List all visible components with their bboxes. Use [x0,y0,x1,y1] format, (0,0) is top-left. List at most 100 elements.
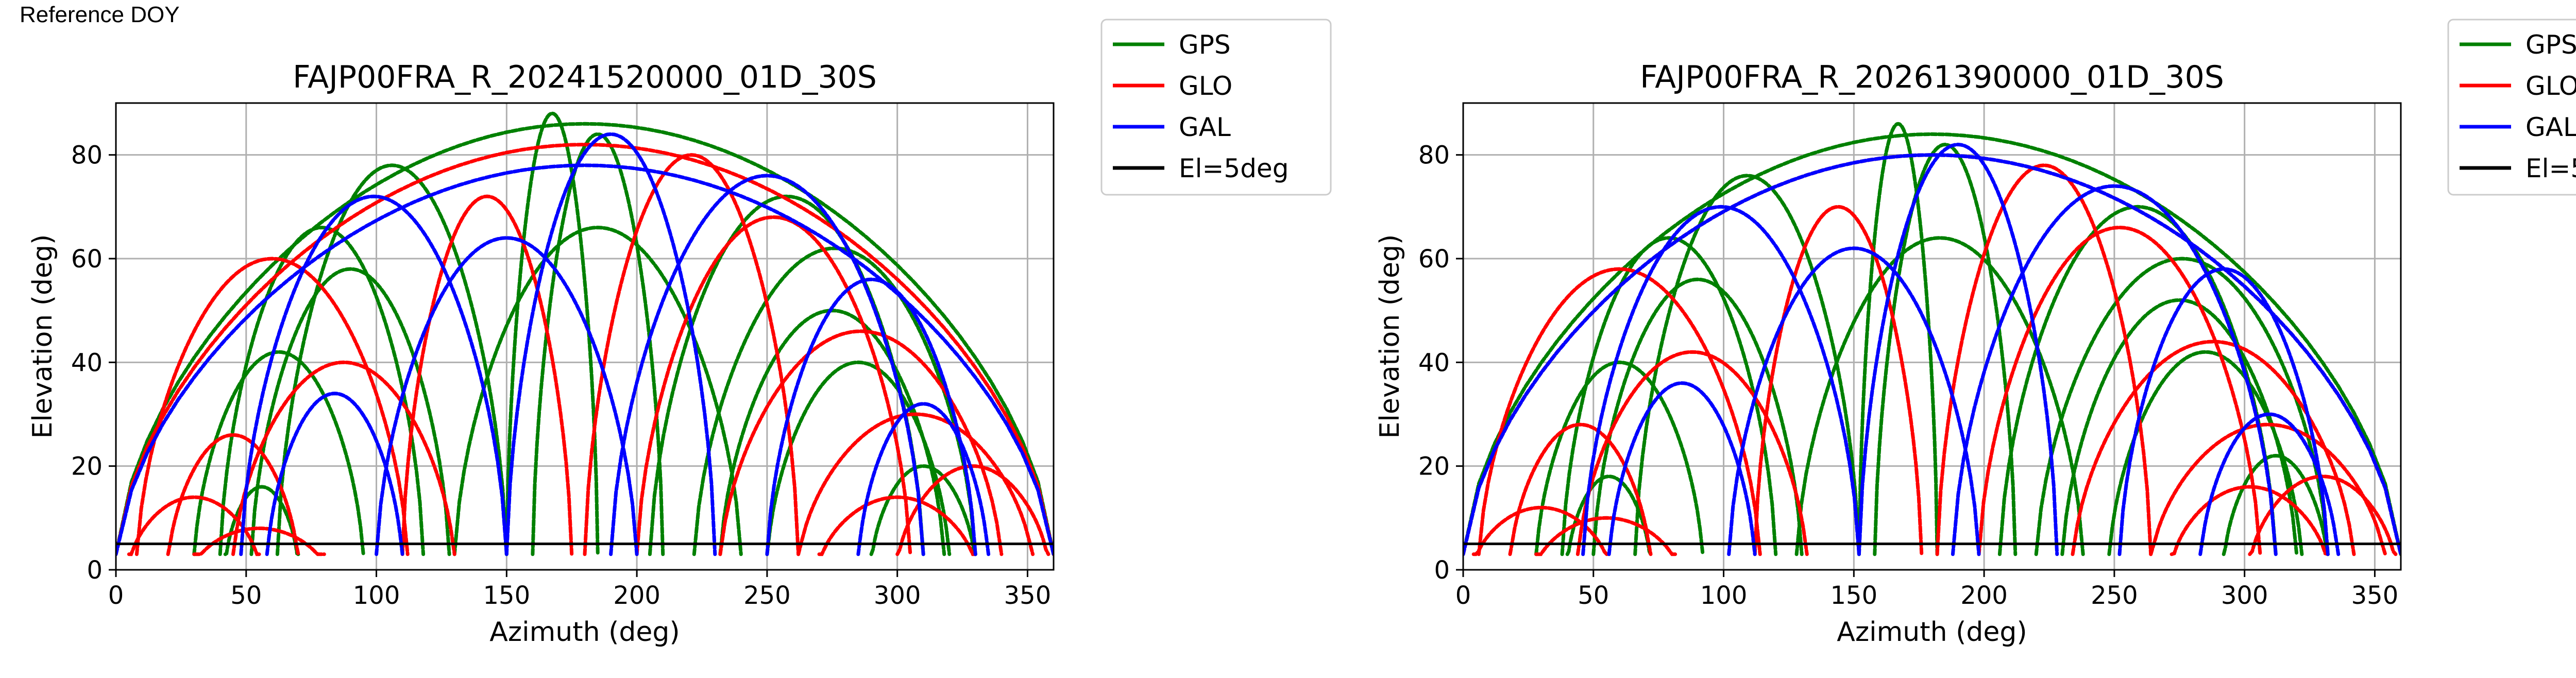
track-gps-2 [192,350,365,556]
x-tick-label: 350 [1004,581,1052,610]
track-glo-9 [895,464,1050,556]
legend: GPS GLO GAL El=5deg [1100,19,1332,196]
y-tick-label: 40 [71,348,103,377]
track-gps-8 [692,246,977,556]
track-gal-6 [856,402,991,556]
track-gps-1 [1560,236,1778,556]
track-gps-4 [275,163,509,556]
track-gps-1 [218,226,426,556]
track-glo-6 [1935,163,2153,556]
track-gps-8 [2034,257,2330,556]
tracks [1463,122,2401,556]
legend-box [2447,19,2576,196]
y-tick-label: 80 [1418,141,1450,170]
track-glo-2 [166,433,300,556]
x-tick-label: 150 [1831,581,1878,610]
track-glo-10 [116,142,1054,556]
track-gps-5 [504,111,600,556]
x-tick-label: 300 [2221,581,2268,610]
track-gal-1 [239,194,509,556]
track-gps-5 [1857,122,1939,556]
track-gal-3 [1857,142,2059,556]
track-gal-6 [2198,412,2341,556]
track-gal-4 [609,174,925,556]
legend-entry: GPS [1179,30,1231,60]
y-tick-label: 20 [71,452,103,481]
page-title: Reference DOY [20,2,180,27]
axes-frame [115,102,1055,571]
chart-title: FAJP00FRA_R_20261390000_01D_30S [1640,59,2224,95]
legend-entry: GLO [1179,71,1232,101]
track-glo-8 [2149,422,2387,556]
chart-panel-2: 0 50 100 150 200 250 300 350 0 20 40 60 80 FAJP00FRA_… [1375,19,2576,648]
track-gps-11 [116,122,1054,556]
axes-frame [1462,102,2402,571]
legend: GPS GLO GAL El=5deg [2447,19,2576,196]
track-gal-7 [1463,153,2401,556]
track-gps-13 [223,485,300,556]
x-tick-label: 200 [1960,581,2008,610]
track-glo-7 [718,329,1004,556]
track-gal-4 [1951,184,2278,556]
x-tick-label: 350 [2351,581,2399,610]
y-tick-label: 0 [87,556,103,585]
y-tick-label: 60 [71,245,103,274]
legend-entry: GLO [2526,71,2576,101]
track-glo-1 [1477,267,1762,556]
legend-entry: GAL [2526,112,2576,142]
track-glo-11 [635,215,912,556]
track-gps-12 [2060,298,2299,556]
x-tick-label: 100 [1700,581,1748,610]
track-gps-3 [249,267,451,556]
track-gps-6 [1873,142,2018,556]
track-gal-7 [116,163,1054,556]
track-glo-1 [134,257,410,556]
track-glo-12 [2170,485,2330,556]
x-tick-label: 150 [483,581,531,610]
track-gal-1 [1581,205,1861,556]
chart-title: FAJP00FRA_R_20241520000_01D_30S [293,59,877,95]
track-gps-6 [531,132,665,556]
x-tick-label: 200 [613,581,660,610]
x-axis-label: Azimuth (deg) [489,617,680,648]
track-glo-2 [1508,422,1653,556]
x-tick-label: 300 [874,581,921,610]
legend-entry: El=5deg [2526,154,2576,183]
tracks [116,111,1054,556]
x-tick-label: 0 [1455,581,1471,610]
x-tick-label: 250 [743,581,791,610]
track-glo-12 [817,495,977,556]
chart-panel-1: 0 50 100 150 200 250 300 350 0 20 40 60 80 FAJP00FRA_… [27,19,1332,648]
x-tick-label: 0 [108,581,124,610]
track-gps-11 [1463,132,2401,556]
track-glo-3 [1575,350,1809,556]
legend-box [1100,19,1332,196]
track-gal-8 [1727,246,1981,556]
track-gal-2 [265,392,404,556]
track-gps-7 [1997,205,2278,556]
y-tick-label: 80 [71,141,103,170]
track-gps-10 [2222,453,2330,556]
y-axis-label: Elevation (deg) [1375,234,1405,439]
track-glo-3 [231,360,456,556]
track-glo-6 [583,153,801,556]
x-tick-label: 50 [230,581,262,610]
track-glo-13 [192,527,326,556]
y-tick-label: 60 [1418,245,1450,274]
x-tick-label: 50 [1578,581,1609,610]
track-glo-13 [1534,516,1679,556]
y-tick-label: 40 [1418,348,1450,377]
legend-entry: GAL [1179,112,1231,142]
track-gal-8 [375,236,639,556]
x-axis-label: Azimuth (deg) [1837,617,2027,648]
track-glo-9 [2248,474,2398,556]
track-glo-8 [796,412,1035,556]
y-tick-label: 0 [1434,556,1450,585]
legend-entry: El=5deg [1179,154,1289,183]
y-tick-label: 20 [1418,452,1450,481]
x-tick-label: 100 [353,581,400,610]
track-gal-2 [1607,381,1757,556]
track-gps-3 [1591,277,1804,556]
x-tick-label: 250 [2091,581,2138,610]
